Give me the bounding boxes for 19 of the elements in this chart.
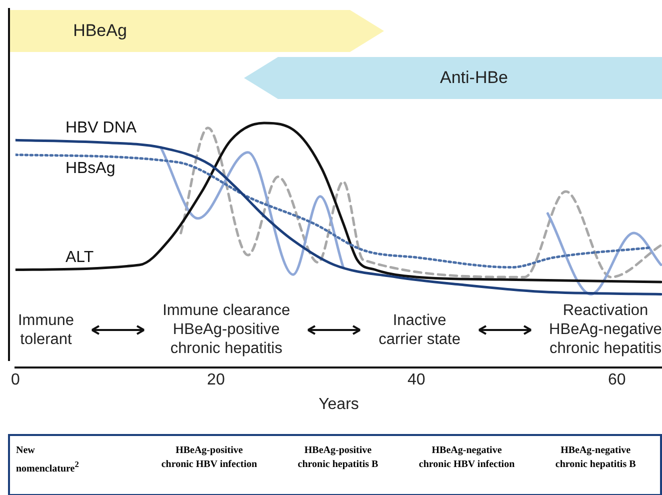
- series-label: HBV DNA: [65, 120, 137, 137]
- series-label: ALT: [65, 249, 94, 266]
- annotation: Reactivation HBeAg-negative chronic hepatitis: [549, 301, 662, 358]
- text: HBeAg-positive chronic hepatitis B: [296, 444, 380, 472]
- text: HBeAg-negative chronic HBV infection: [418, 444, 516, 472]
- x-tick-label: 40: [408, 372, 426, 389]
- series-label: HBsAg: [65, 160, 116, 178]
- text: New nomenclature$^{2}$: [15, 444, 80, 476]
- text: HBeAg-negative chronic hepatitis B: [554, 444, 637, 472]
- annotation: Immune tolerant: [18, 310, 74, 348]
- x-axis-title: Years: [318, 396, 359, 413]
- annotation: Immune clearance HBeAg-positive chronic hepatitis: [162, 301, 290, 358]
- x-tick-label: 0: [10, 372, 20, 389]
- annotation: Inactive carrier state: [378, 310, 460, 348]
- text: Anti-HBe: [440, 68, 508, 88]
- x-tick-label: 60: [608, 372, 626, 389]
- text: HBeAg: [73, 21, 127, 41]
- text: HBeAg-positive chronic HBV infection: [160, 444, 258, 472]
- x-tick-label: 20: [207, 372, 225, 389]
